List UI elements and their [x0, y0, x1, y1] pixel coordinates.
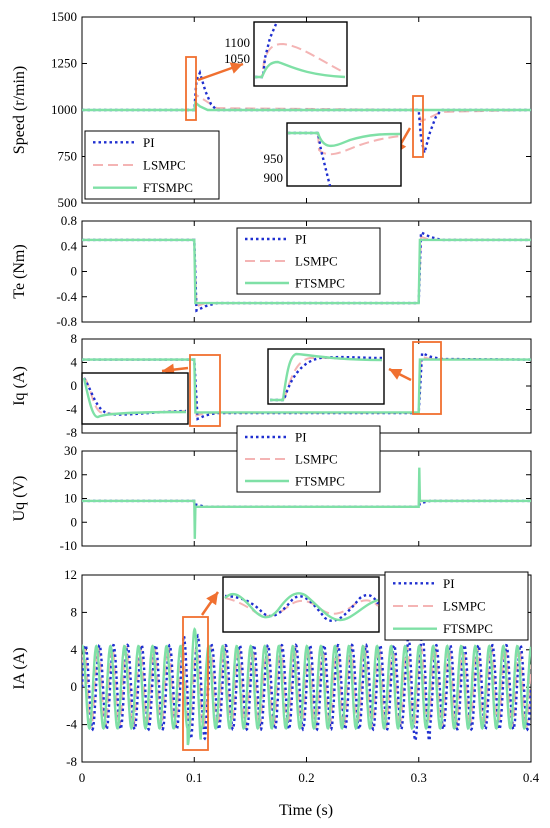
y-tick-label: 4 — [71, 642, 78, 657]
inset-series-ftsmpc — [270, 352, 383, 402]
inset-series-pi — [288, 131, 332, 187]
legend-label-pi: PI — [295, 232, 307, 247]
inset-series-ftsmpc — [82, 377, 187, 419]
y-tick-label: -4 — [66, 717, 77, 732]
y-tick-label: 0 — [71, 514, 78, 529]
series-ftsmpc-line — [82, 358, 531, 414]
inset-ia — [222, 576, 380, 633]
panel-speed: 500 750 1000 1250 1500 Speed (r/min) — [11, 9, 532, 210]
y-tick-label: 0 — [71, 264, 78, 279]
inset-speed-2 — [286, 122, 402, 187]
y-tick-label: 12 — [64, 567, 77, 582]
x-axis: Time (s) — [279, 802, 333, 819]
callout-arrow-iq-2 — [388, 367, 412, 382]
inset-iq-2 — [267, 348, 385, 405]
y-tick-label: -8 — [66, 754, 77, 769]
y-axis-label: Speed (r/min) — [11, 66, 28, 154]
inset-series-ftsmpc — [224, 592, 379, 622]
legend-uq: PI LSMPC FTSMPC — [236, 425, 381, 493]
inset-tick-label: 1050 — [224, 51, 250, 66]
inset-series-pi — [270, 355, 383, 402]
y-tick-label: 8 — [71, 331, 78, 346]
legend-ia: PI LSMPC FTSMPC — [384, 571, 529, 641]
inset-series-ftsmpc — [288, 131, 401, 148]
y-tick-label: 20 — [64, 467, 77, 482]
legend-label-pi: PI — [295, 430, 307, 445]
series-ftsmpc-line — [82, 627, 531, 746]
legend-label-ftsmpc: FTSMPC — [295, 276, 345, 291]
y-tick-label: 10 — [64, 491, 77, 506]
panel-iq: -8 -4 0 4 8 Iq (A) — [11, 331, 532, 440]
y-tick-label: 4 — [71, 355, 78, 370]
x-tick-label: 0 — [79, 770, 86, 785]
y-tick-label: 1000 — [51, 102, 77, 117]
y-tick-label: 500 — [58, 195, 78, 210]
callout-arrow-speed-1 — [197, 62, 244, 82]
series-ftsmpc-line — [82, 467, 531, 539]
x-tick-label: 0.3 — [411, 770, 427, 785]
y-tick-label: 1250 — [51, 56, 77, 71]
legend-label-ftsmpc: FTSMPC — [295, 474, 345, 489]
x-tick-label: 0.4 — [523, 770, 540, 785]
zoom-region-iq-1 — [189, 354, 221, 427]
panel-ia: -8 -4 0 4 8 12 IA (A) — [11, 567, 532, 769]
callout-arrow-ia — [200, 591, 220, 616]
inset-tick-label: 950 — [264, 151, 284, 166]
y-tick-label: 0.4 — [61, 238, 78, 253]
y-tick-label: -10 — [60, 538, 77, 553]
legend-speed: PI LSMPC FTSMPC — [84, 130, 220, 200]
y-tick-label: -0.8 — [56, 314, 77, 329]
y-tick-label: -0.4 — [56, 289, 77, 304]
x-tick-label: 0.1 — [186, 770, 202, 785]
legend-label-lsmpc: LSMPC — [143, 158, 186, 173]
legend-label-pi: PI — [443, 576, 455, 591]
inset-series-lsmpc — [255, 42, 346, 78]
zoom-region-speed-1 — [185, 56, 197, 121]
series-ftsmpc-line — [82, 100, 531, 112]
legend-torque: PI LSMPC FTSMPC — [236, 227, 381, 295]
legend-label-ftsmpc: FTSMPC — [143, 180, 193, 195]
series-ftsmpc-line — [82, 238, 531, 305]
inset-speed-1 — [253, 21, 348, 87]
y-tick-label: 0 — [71, 679, 78, 694]
inset-series-lsmpc — [288, 132, 401, 156]
zoom-region-iq-2 — [412, 341, 442, 415]
inset-tick-label: 1100 — [224, 35, 250, 50]
zoom-region-speed-2 — [412, 95, 424, 158]
y-tick-label: 0 — [71, 378, 78, 393]
y-tick-label: 8 — [71, 604, 78, 619]
series-lsmpc-line — [82, 645, 531, 730]
legend-label-lsmpc: LSMPC — [295, 254, 338, 269]
panel-uq: -10 0 10 20 30 Uq (V) — [11, 443, 532, 553]
y-tick-label: -4 — [66, 402, 77, 417]
y-axis-label: Iq (A) — [11, 366, 28, 406]
y-axis-label: IA (A) — [11, 647, 28, 689]
y-axis-label: Te (Nm) — [11, 244, 28, 298]
zoom-region-ia — [182, 616, 209, 751]
inset-tick-label: 900 — [264, 170, 284, 185]
y-axis-label: Uq (V) — [11, 476, 28, 522]
x-axis-label: Time (s) — [279, 802, 333, 819]
series-lsmpc-line — [82, 93, 531, 123]
y-tick-label: 30 — [64, 443, 77, 458]
inset-iq-1 — [81, 372, 189, 425]
legend-label-pi: PI — [143, 135, 155, 150]
panel-torque: -0.8 -0.4 0 0.4 0.8 Te (Nm) — [11, 213, 532, 329]
y-tick-label: 750 — [58, 149, 78, 164]
x-tick-label: 0.2 — [298, 770, 314, 785]
legend-label-ftsmpc: FTSMPC — [443, 621, 493, 636]
legend-label-lsmpc: LSMPC — [295, 452, 338, 467]
y-tick-label: -8 — [66, 425, 77, 440]
y-tick-label: 0.8 — [61, 213, 77, 228]
y-tick-label: 1500 — [51, 9, 77, 24]
inset-series-ftsmpc — [255, 60, 346, 79]
inset-series-pi — [224, 593, 380, 622]
legend-label-lsmpc: LSMPC — [443, 599, 486, 614]
